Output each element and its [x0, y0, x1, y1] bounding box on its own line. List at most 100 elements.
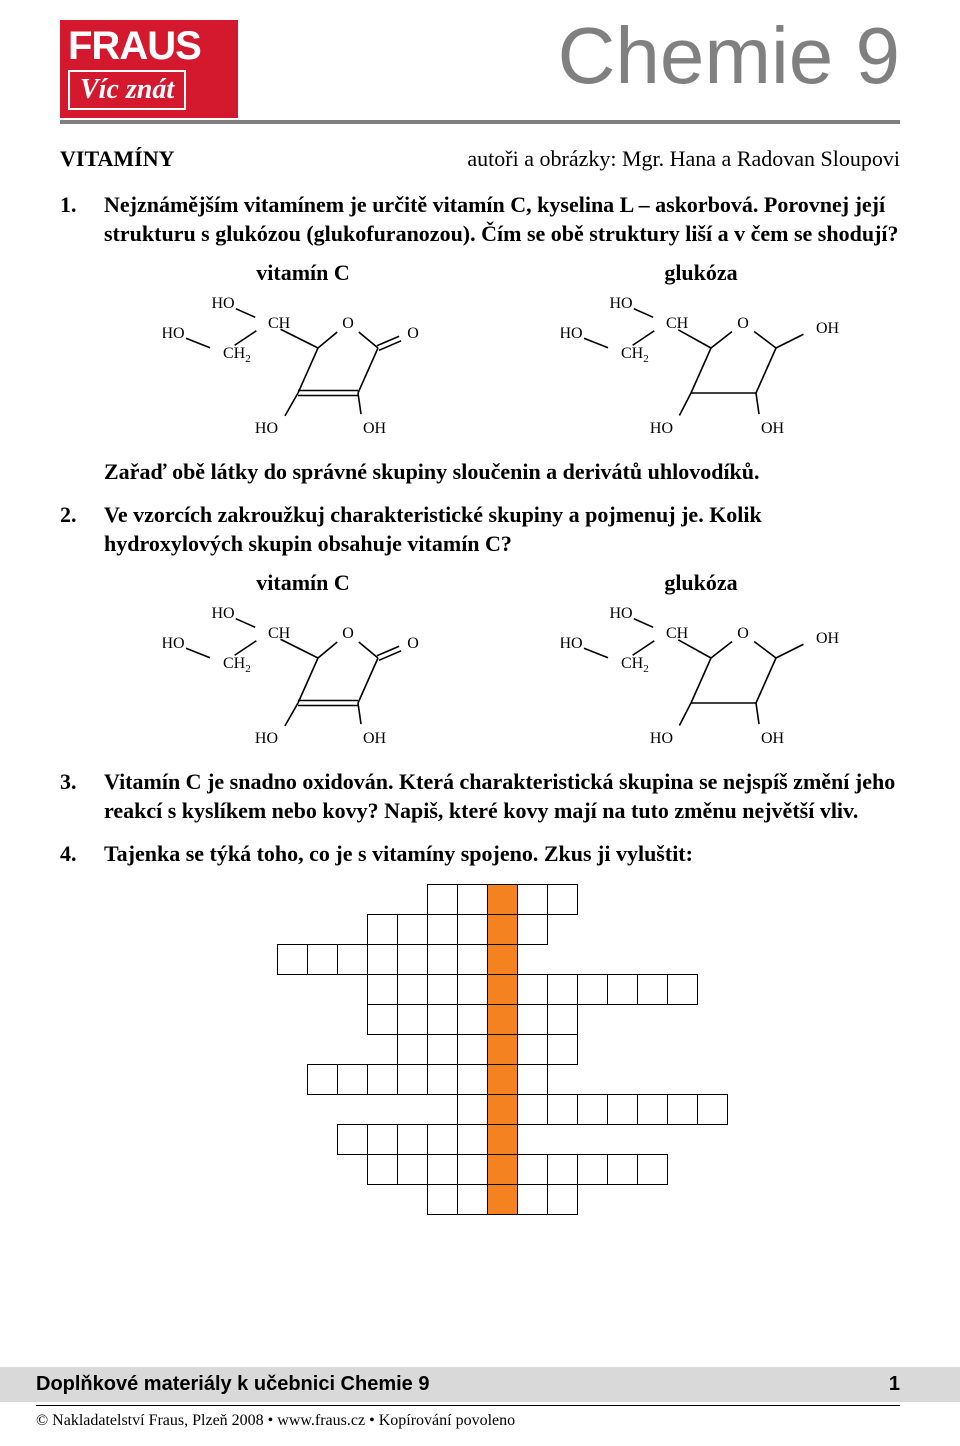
- crossword-cell[interactable]: [367, 1005, 397, 1035]
- crossword-cell[interactable]: [427, 945, 457, 975]
- svg-text:CH2: CH2: [621, 655, 649, 675]
- crossword-cell[interactable]: [697, 1095, 727, 1125]
- crossword-cell[interactable]: [457, 885, 487, 915]
- crossword-cell[interactable]: [427, 1035, 457, 1065]
- crossword-cell[interactable]: [427, 885, 457, 915]
- crossword-cell[interactable]: [637, 1155, 667, 1185]
- crossword-cell[interactable]: [487, 1185, 517, 1215]
- crossword-cell[interactable]: [427, 1125, 457, 1155]
- svg-text:OH: OH: [816, 630, 840, 647]
- crossword-cell[interactable]: [367, 1065, 397, 1095]
- crossword-cell[interactable]: [577, 1155, 607, 1185]
- q1-label-left: vitamín C: [256, 258, 350, 287]
- crossword-cell[interactable]: [547, 885, 577, 915]
- molecule-vitamin-c-1: HOHOCH2CHOOHOOH: [163, 293, 443, 443]
- crossword-cell[interactable]: [337, 1065, 367, 1095]
- svg-text:O: O: [342, 315, 354, 332]
- crossword-cell[interactable]: [607, 1095, 637, 1125]
- crossword-cell[interactable]: [487, 885, 517, 915]
- crossword-cell[interactable]: [487, 1095, 517, 1125]
- question-3: 3. Vitamín C je snadno oxidován. Která c…: [104, 767, 900, 825]
- q3-text: Vitamín C je snadno oxidován. Která char…: [104, 769, 895, 823]
- svg-text:OH: OH: [816, 320, 840, 337]
- crossword-cell[interactable]: [397, 1035, 427, 1065]
- crossword-cell[interactable]: [517, 1155, 547, 1185]
- crossword-cell[interactable]: [637, 1095, 667, 1125]
- crossword-cell[interactable]: [577, 975, 607, 1005]
- crossword-cell[interactable]: [547, 1155, 577, 1185]
- svg-text:HO: HO: [211, 605, 234, 622]
- crossword-cell[interactable]: [457, 975, 487, 1005]
- crossword-cell[interactable]: [487, 1035, 517, 1065]
- crossword-cell[interactable]: [487, 945, 517, 975]
- crossword-cell[interactable]: [367, 915, 397, 945]
- crossword-cell[interactable]: [487, 975, 517, 1005]
- crossword-cell[interactable]: [367, 1125, 397, 1155]
- crossword-cell[interactable]: [367, 1155, 397, 1185]
- crossword-cell[interactable]: [547, 975, 577, 1005]
- crossword-cell[interactable]: [397, 975, 427, 1005]
- crossword-cell[interactable]: [337, 1125, 367, 1155]
- crossword-cell[interactable]: [517, 1035, 547, 1065]
- svg-text:HO: HO: [650, 420, 673, 437]
- crossword-cell[interactable]: [367, 975, 397, 1005]
- crossword-cell[interactable]: [427, 1065, 457, 1095]
- crossword-cell[interactable]: [457, 945, 487, 975]
- crossword-cell[interactable]: [607, 975, 637, 1005]
- crossword-cell[interactable]: [397, 1125, 427, 1155]
- crossword-cell[interactable]: [487, 1155, 517, 1185]
- crossword-cell[interactable]: [517, 1185, 547, 1215]
- crossword-cell[interactable]: [547, 1185, 577, 1215]
- crossword-cell[interactable]: [457, 1185, 487, 1215]
- crossword-cell[interactable]: [457, 1005, 487, 1035]
- footer-page-number: 1: [889, 1373, 900, 1396]
- crossword-cell[interactable]: [517, 1095, 547, 1125]
- crossword-cell[interactable]: [667, 1095, 697, 1125]
- crossword-cell[interactable]: [427, 915, 457, 945]
- crossword-cell[interactable]: [307, 1065, 337, 1095]
- crossword-cell[interactable]: [487, 1065, 517, 1095]
- crossword-cell[interactable]: [667, 975, 697, 1005]
- crossword-cell[interactable]: [427, 1155, 457, 1185]
- crossword-cell[interactable]: [457, 1095, 487, 1125]
- crossword-cell[interactable]: [427, 975, 457, 1005]
- crossword-cell[interactable]: [487, 915, 517, 945]
- crossword-cell[interactable]: [637, 975, 667, 1005]
- crossword-cell[interactable]: [547, 1005, 577, 1035]
- crossword-cell[interactable]: [517, 915, 547, 945]
- crossword-cell[interactable]: [277, 945, 307, 975]
- crossword-cell[interactable]: [397, 915, 427, 945]
- crossword-cell[interactable]: [607, 1155, 637, 1185]
- crossword-cell[interactable]: [457, 1125, 487, 1155]
- crossword-cell[interactable]: [397, 1005, 427, 1035]
- crossword-cell[interactable]: [427, 1185, 457, 1215]
- crossword-cell[interactable]: [367, 945, 397, 975]
- question-2: 2. Ve vzorcích zakroužkuj charakteristic…: [104, 500, 900, 753]
- crossword-cell[interactable]: [577, 1095, 607, 1125]
- crossword-cell[interactable]: [517, 1005, 547, 1035]
- crossword-cell[interactable]: [457, 915, 487, 945]
- crossword-cell[interactable]: [457, 1155, 487, 1185]
- crossword-cell[interactable]: [337, 945, 367, 975]
- crossword-cell[interactable]: [487, 1125, 517, 1155]
- crossword-cell[interactable]: [517, 975, 547, 1005]
- svg-text:HO: HO: [609, 605, 632, 622]
- crossword-cell[interactable]: [547, 1035, 577, 1065]
- q2-molecule-row: vitamín C HOHOCH2CHOOHOOH glukóza HOHOCH…: [104, 568, 900, 753]
- logo-main-text: FRAUS: [68, 26, 230, 66]
- crossword-cell[interactable]: [547, 1095, 577, 1125]
- crossword-cell[interactable]: [397, 1155, 427, 1185]
- footer-rule: [36, 1405, 900, 1406]
- svg-text:HO: HO: [163, 325, 185, 342]
- svg-text:CH2: CH2: [223, 345, 251, 365]
- svg-text:O: O: [407, 325, 419, 342]
- crossword-cell[interactable]: [307, 945, 337, 975]
- crossword-cell[interactable]: [397, 945, 427, 975]
- crossword-cell[interactable]: [487, 1005, 517, 1035]
- crossword-cell[interactable]: [457, 1065, 487, 1095]
- crossword-cell[interactable]: [517, 885, 547, 915]
- crossword-cell[interactable]: [517, 1065, 547, 1095]
- crossword-cell[interactable]: [457, 1035, 487, 1065]
- crossword-cell[interactable]: [397, 1065, 427, 1095]
- crossword-cell[interactable]: [427, 1005, 457, 1035]
